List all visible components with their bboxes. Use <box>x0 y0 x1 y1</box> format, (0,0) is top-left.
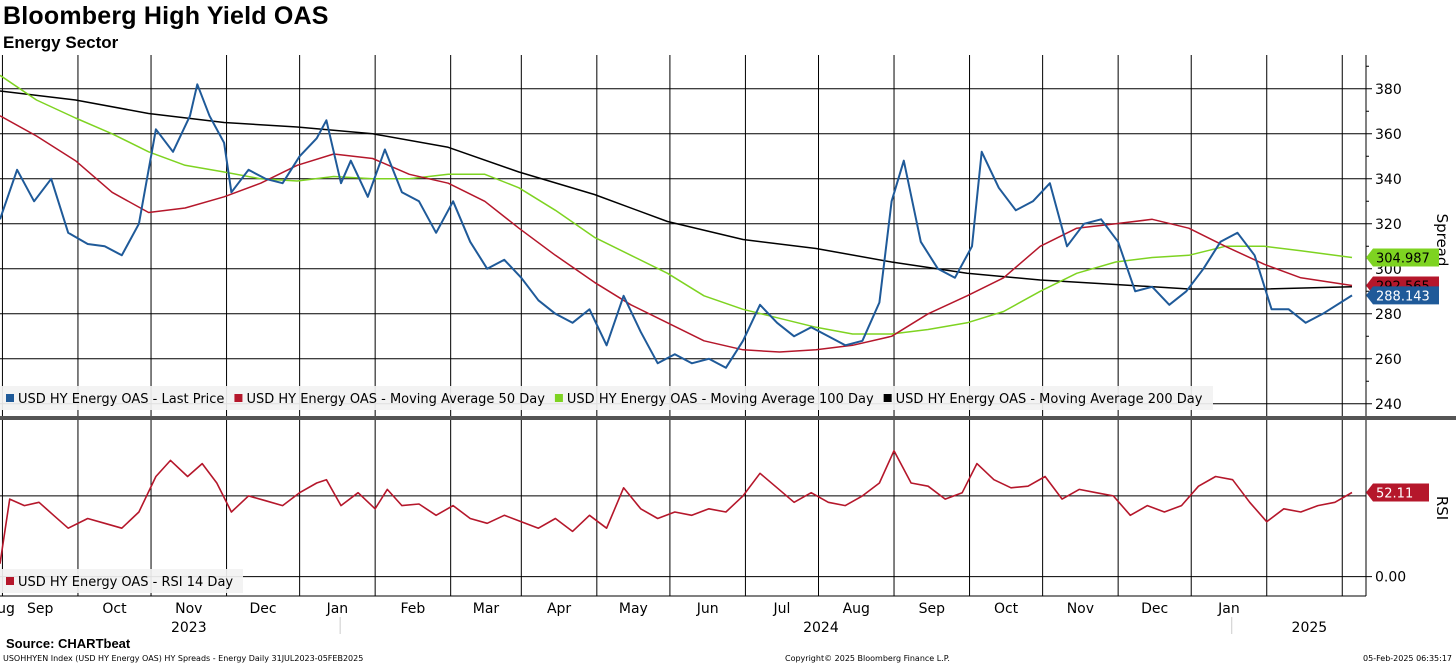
month-tick-label: Aug <box>843 601 870 617</box>
series-line-last_price <box>0 83 1353 369</box>
legend-label-ma100: USD HY Energy OAS - Moving Average 100 D… <box>567 392 874 407</box>
year-tick-label: 2023 <box>171 620 207 636</box>
month-tick-label: Apr <box>547 601 571 617</box>
y-tick-label: 320 <box>1375 217 1402 233</box>
legend-swatch-ma200 <box>883 394 892 402</box>
legend-layer: USD HY Energy OAS - Last Price USD HY Ene… <box>0 386 1213 593</box>
series-line-rsi <box>0 449 1353 564</box>
chart-subtitle: Energy Sector <box>3 33 119 52</box>
last-value-label-ma100: 304.987 <box>1376 252 1430 267</box>
legend-label-last_price: USD HY Energy OAS - Last Price <box>18 392 224 407</box>
y-tick-label: 260 <box>1375 352 1402 368</box>
copyright-note: Copyright© 2025 Bloomberg Finance L.P. <box>785 654 950 663</box>
axis-layer: Aug Sep Oct Nov Dec Jan Feb Mar Apr May Jun Jul Aug S… <box>0 55 1456 636</box>
month-tick-label: Dec <box>1141 601 1168 617</box>
panel-separator <box>0 416 1456 420</box>
month-tick-label: Nov <box>1067 601 1094 617</box>
legend-label-ma50: USD HY Energy OAS - Moving Average 50 Da… <box>246 392 545 407</box>
last-value-label-rsi: 52.11 <box>1376 486 1413 501</box>
last-value-badge-ma100 <box>1366 248 1439 267</box>
legend-swatch-ma50 <box>234 394 243 402</box>
month-tick-label: Jul <box>773 601 791 617</box>
series-layer <box>0 74 1353 564</box>
timestamp-note: 05-Feb-2025 06:35:17 <box>1363 654 1452 663</box>
month-tick-label: Nov <box>175 601 202 617</box>
month-tick-label: May <box>619 601 648 617</box>
rsi-tick-label: 0.00 <box>1375 570 1406 586</box>
series-line-ma50 <box>0 115 1353 353</box>
month-tick-label: Jan <box>1217 601 1240 617</box>
month-tick-label: Jan <box>326 601 349 617</box>
series-line-ma100 <box>0 74 1353 335</box>
y-tick-label: 360 <box>1375 127 1402 143</box>
last-value-badge-rsi <box>1366 483 1429 502</box>
rsi-legend <box>0 569 243 593</box>
last-value-badge-last_price <box>1366 286 1439 305</box>
month-tick-label: Oct <box>994 601 1019 617</box>
month-tick-label: Oct <box>102 601 127 617</box>
top-legend <box>0 386 1213 410</box>
month-tick-label: Jun <box>696 601 719 617</box>
y-tick-label: 340 <box>1375 172 1402 188</box>
series-line-ma200 <box>0 90 1353 290</box>
year-tick-label: 2025 <box>1292 620 1328 636</box>
legend-swatch-rsi <box>6 577 14 585</box>
y-tick-label: 240 <box>1375 397 1402 413</box>
legend-label-rsi: USD HY Energy OAS - RSI 14 Day <box>18 575 233 590</box>
legend-swatch-last_price <box>6 394 14 402</box>
month-tick-label: Dec <box>250 601 277 617</box>
chart-title: Bloomberg High Yield OAS <box>3 2 329 30</box>
month-tick-label: Aug <box>0 601 15 617</box>
grid-layer <box>0 55 1366 596</box>
month-tick-label: Feb <box>401 601 426 617</box>
ticker-info: USOHHYEN Index (USD HY Energy OAS) HY Sp… <box>3 654 364 663</box>
source-note: Source: CHARTbeat <box>6 636 131 651</box>
year-tick-label: 2024 <box>803 620 839 636</box>
legend-swatch-ma100 <box>554 394 563 402</box>
y-tick-label: 280 <box>1375 307 1402 323</box>
month-tick-label: Mar <box>473 601 500 617</box>
last-value-label-last_price: 288.143 <box>1376 289 1430 304</box>
month-tick-label: Sep <box>27 601 54 617</box>
legend-label-ma200: USD HY Energy OAS - Moving Average 200 D… <box>896 392 1203 407</box>
y-tick-label: 380 <box>1375 82 1402 98</box>
month-tick-label: Sep <box>919 601 946 617</box>
rsi-axis-title: RSI <box>1433 496 1451 520</box>
